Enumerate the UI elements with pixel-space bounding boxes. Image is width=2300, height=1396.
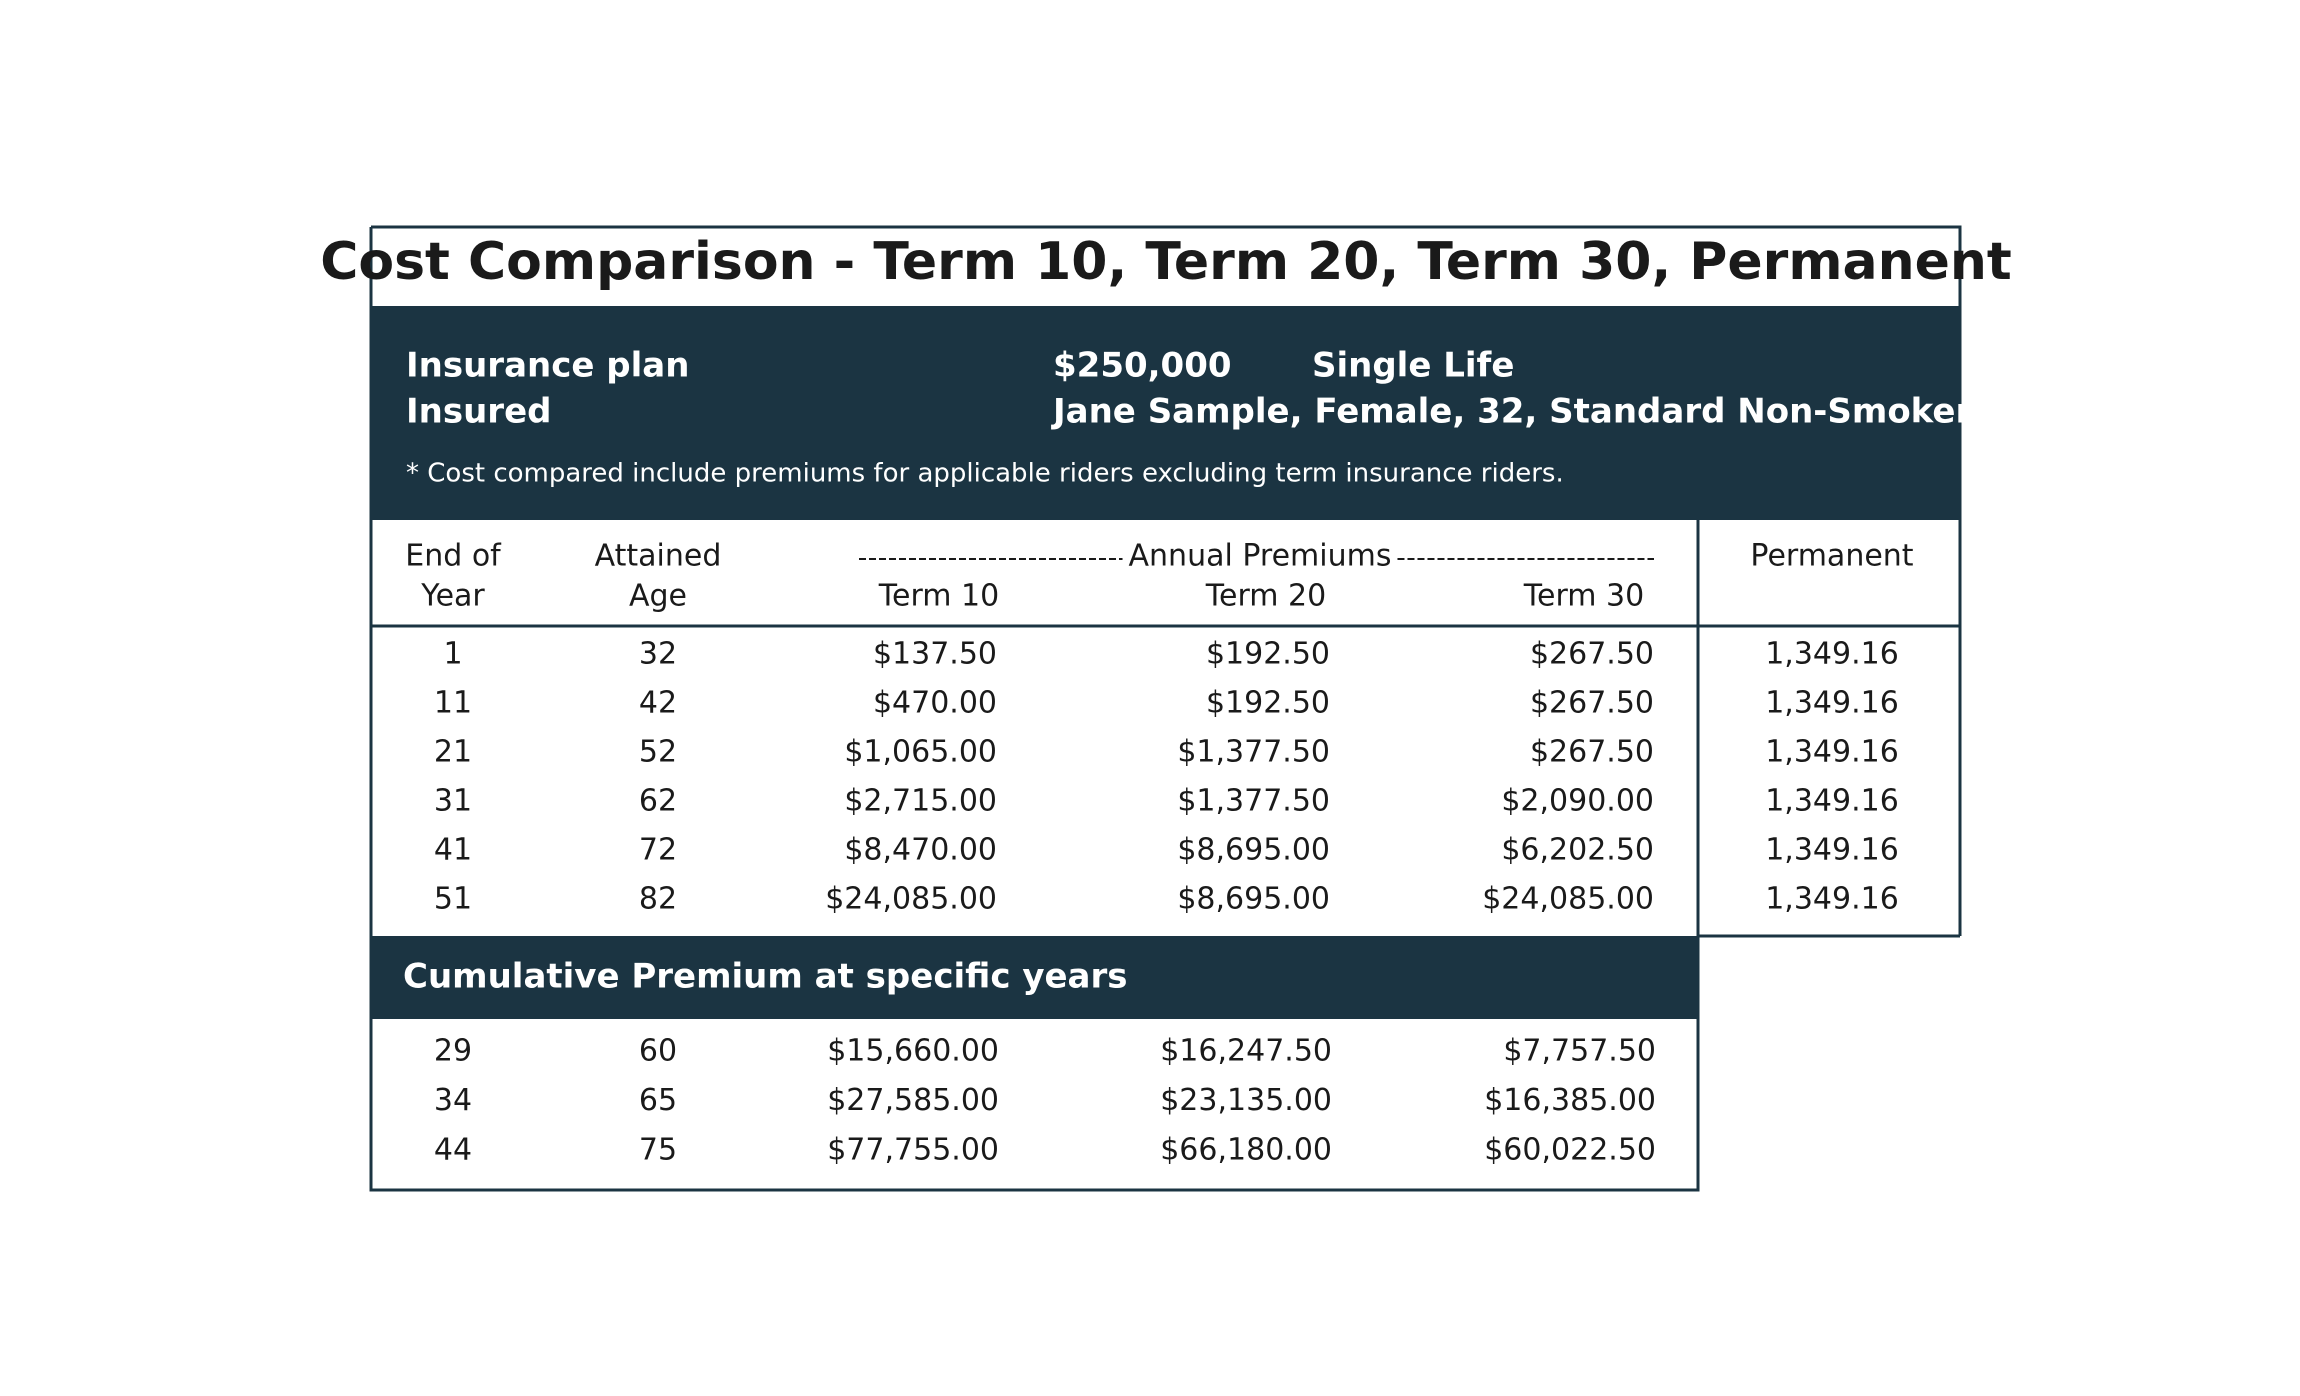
cell: 29 xyxy=(434,1034,472,1069)
cell: 1,349.16 xyxy=(1765,784,1899,819)
cell: $1,377.50 xyxy=(1177,735,1330,770)
cell: $16,385.00 xyxy=(1484,1083,1656,1118)
cell: 42 xyxy=(639,686,677,721)
cell: $267.50 xyxy=(1530,637,1654,672)
cell: $1,065.00 xyxy=(844,735,997,770)
column-header: Permanent xyxy=(1750,539,1913,574)
cell: 75 xyxy=(639,1133,677,1168)
cell: 82 xyxy=(639,882,677,917)
plan-label: Insurance plan xyxy=(406,346,689,386)
cell: $8,695.00 xyxy=(1177,882,1330,917)
cell: $8,470.00 xyxy=(844,833,997,868)
plan-coverage: Single Life xyxy=(1312,346,1514,386)
column-header: Age xyxy=(629,579,687,614)
cell: 51 xyxy=(434,882,472,917)
cell: $1,377.50 xyxy=(1177,784,1330,819)
cumulative-band xyxy=(371,936,1698,1019)
cell: 21 xyxy=(434,735,472,770)
cell: 11 xyxy=(434,686,472,721)
cell: $7,757.50 xyxy=(1503,1034,1656,1069)
cell: $2,715.00 xyxy=(844,784,997,819)
column-header: End of xyxy=(405,539,502,574)
cell: $8,695.00 xyxy=(1177,833,1330,868)
cell: $267.50 xyxy=(1530,735,1654,770)
group-header: Annual Premiums xyxy=(1129,539,1392,574)
cell: $15,660.00 xyxy=(827,1034,999,1069)
cell: 62 xyxy=(639,784,677,819)
cumulative-title: Cumulative Premium at specific years xyxy=(403,957,1128,997)
info-band xyxy=(371,306,1961,520)
cell: 1,349.16 xyxy=(1765,833,1899,868)
cell: $137.50 xyxy=(873,637,997,672)
cell: 1,349.16 xyxy=(1765,735,1899,770)
cell: 32 xyxy=(639,637,677,672)
cell: 1 xyxy=(443,637,462,672)
column-header: Attained xyxy=(595,539,722,574)
cell: 44 xyxy=(434,1133,472,1168)
title: Cost Comparison - Term 10, Term 20, Term… xyxy=(320,232,2012,292)
cell: $23,135.00 xyxy=(1160,1083,1332,1118)
cell: $470.00 xyxy=(873,686,997,721)
cell: $24,085.00 xyxy=(1482,882,1654,917)
cell: 1,349.16 xyxy=(1765,637,1899,672)
cell: 65 xyxy=(639,1083,677,1118)
cell: 41 xyxy=(434,833,472,868)
note: * Cost compared include premiums for app… xyxy=(406,459,1564,489)
cell: $24,085.00 xyxy=(825,882,997,917)
cell: 72 xyxy=(639,833,677,868)
cell: $192.50 xyxy=(1206,686,1330,721)
cell: 34 xyxy=(434,1083,472,1118)
table-border xyxy=(369,225,1962,1192)
cell: $77,755.00 xyxy=(827,1133,999,1168)
cell: $267.50 xyxy=(1530,686,1654,721)
cell: $6,202.50 xyxy=(1501,833,1654,868)
cell: $2,090.00 xyxy=(1501,784,1654,819)
insured-value: Jane Sample, Female, 32, Standard Non-Sm… xyxy=(1051,392,1972,432)
cell: $60,022.50 xyxy=(1484,1133,1656,1168)
column-header: Term 20 xyxy=(1205,579,1326,614)
column-header: Term 30 xyxy=(1523,579,1644,614)
cell: $16,247.50 xyxy=(1160,1034,1332,1069)
insured-label: Insured xyxy=(406,392,551,432)
cell: 1,349.16 xyxy=(1765,686,1899,721)
plan-amount: $250,000 xyxy=(1053,346,1232,386)
column-header: Year xyxy=(420,579,485,614)
cell: 1,349.16 xyxy=(1765,882,1899,917)
cell: $27,585.00 xyxy=(827,1083,999,1118)
column-header: Term 10 xyxy=(878,579,999,614)
cell: 60 xyxy=(639,1034,677,1069)
cell: $66,180.00 xyxy=(1160,1133,1332,1168)
cell: 52 xyxy=(639,735,677,770)
cell: 31 xyxy=(434,784,472,819)
cell: $192.50 xyxy=(1206,637,1330,672)
